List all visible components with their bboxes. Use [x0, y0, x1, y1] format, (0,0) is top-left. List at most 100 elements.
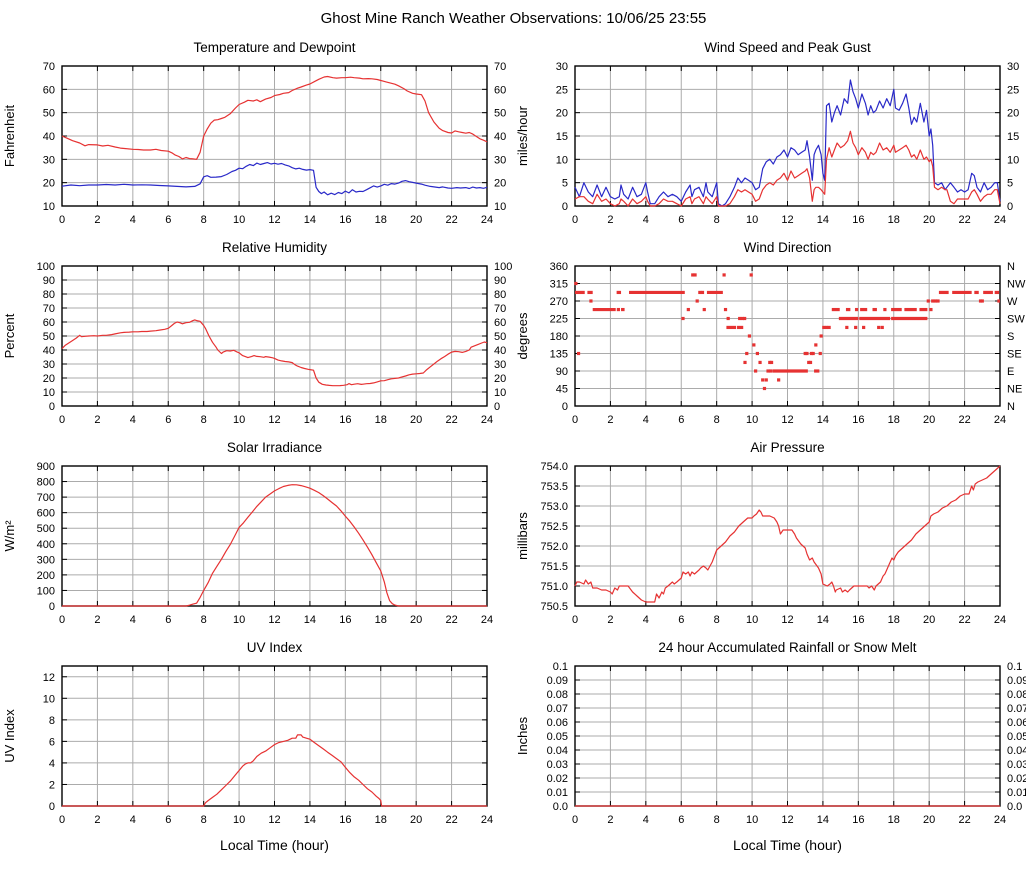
- y-tick-label-right: 5: [1007, 178, 1013, 190]
- y-tick-label-right: 10: [494, 201, 506, 213]
- x-tick-label: 24: [994, 814, 1006, 826]
- y-tick-label: 4: [49, 758, 55, 770]
- y-axis-label: Fahrenheit: [2, 105, 17, 168]
- wind-direction-dot: [764, 378, 768, 382]
- x-tick-label: 16: [339, 614, 351, 626]
- x-tick-label: 12: [268, 214, 280, 226]
- wind-direction-dot: [822, 325, 826, 330]
- x-tick-label: 18: [375, 614, 387, 626]
- x-tick-label: 14: [817, 814, 829, 826]
- y-tick-label-right: 0.07: [1007, 703, 1026, 715]
- x-tick-label: 10: [746, 814, 758, 826]
- x-tick-label: 16: [339, 414, 351, 426]
- charts-grid: Temperature and Dewpoint 0 2 4 6 8 10 12 14 16 18…: [0, 36, 1027, 860]
- y-tick-label-right: N: [1007, 401, 1015, 413]
- y-tick-label-right: 0.05: [1007, 731, 1026, 743]
- wind-direction-dot: [722, 273, 726, 277]
- y-tick-label-right: SW: [1007, 314, 1025, 326]
- x-tick-label: 20: [923, 414, 935, 426]
- y-tick-label: 12: [43, 672, 55, 684]
- x-tick-label: 8: [201, 814, 207, 826]
- wind-direction-dot: [574, 281, 578, 286]
- chart-title-air-pressure: Air Pressure: [750, 440, 825, 455]
- wind-direction-dot: [749, 273, 753, 277]
- x-tick-label: 6: [678, 814, 684, 826]
- x-tick-label: 4: [130, 214, 136, 226]
- x-tick-label: 12: [781, 414, 793, 426]
- y-tick-label: 90: [556, 366, 568, 378]
- y-tick-label: 50: [43, 331, 55, 343]
- y-tick-label-right: 0: [1007, 201, 1013, 213]
- wind-direction-dot: [811, 351, 815, 356]
- x-tick-label: 0: [59, 614, 65, 626]
- y-tick-label: 0.07: [547, 703, 568, 715]
- wind-direction-dot: [743, 316, 747, 321]
- wind-direction-dot: [755, 351, 759, 356]
- wind-direction-dot: [768, 360, 772, 365]
- x-tick-label: 2: [94, 414, 100, 426]
- chart-panel-uv-index: UV Index 0 2 4 6 8 10 12 14 16 18 20 22 24 0 2 4 6 8 10 12 U…: [0, 636, 513, 860]
- wind-direction-dot: [777, 378, 781, 382]
- x-tick-label: 4: [643, 614, 649, 626]
- x-tick-label: 8: [201, 214, 207, 226]
- wind-direction-dot: [752, 343, 756, 347]
- chart-title-wind-direction: Wind Direction: [743, 240, 832, 255]
- series-line-air-pressure: [574, 465, 1001, 603]
- x-tick-label: 24: [994, 614, 1006, 626]
- x-tick-label: 20: [410, 814, 422, 826]
- x-tick-label: 2: [94, 614, 100, 626]
- air-pressure-plot: 0 2 4 6 8 10 12 14 16 18 20 22 24750.5751.0751.5752.…: [515, 461, 1006, 626]
- y-tick-label-right: 30: [494, 359, 506, 371]
- wind-direction-dot: [814, 343, 818, 347]
- x-tick-label: 8: [714, 814, 720, 826]
- wind-direction-dot: [818, 351, 822, 356]
- y-tick-label: 45: [556, 384, 568, 396]
- x-tick-label: 8: [714, 214, 720, 226]
- x-tick-label: 24: [481, 814, 493, 826]
- wind-direction-dot: [758, 360, 762, 365]
- x-tick-label: 22: [445, 814, 457, 826]
- y-tick-label: 0: [562, 201, 568, 213]
- chart-panel-air-pressure: Air Pressure 0 2 4 6 8 10 12 14 16 18 20 22 24 750.5 7…: [513, 436, 1026, 636]
- y-tick-label: 30: [43, 154, 55, 166]
- x-tick-label: 2: [94, 214, 100, 226]
- wind-direction-dot: [769, 360, 774, 365]
- y-tick-label: 0.0: [553, 801, 568, 813]
- y-tick-label: 0.04: [547, 745, 568, 757]
- x-tick-label: 2: [607, 214, 613, 226]
- x-tick-label: 18: [888, 214, 900, 226]
- y-tick-label: 80: [43, 289, 55, 301]
- chart-panel-rainfall: 24 hour Accumulated Rainfall or Snow Mel…: [513, 636, 1026, 860]
- y-tick-label-right: 0.03: [1007, 759, 1026, 771]
- x-tick-label: 14: [304, 814, 316, 826]
- wind-direction-dot: [695, 299, 699, 303]
- y-tick-label: 0.06: [547, 717, 568, 729]
- y-tick-label: 0: [49, 401, 55, 413]
- y-tick-label: 300: [37, 554, 55, 566]
- wind-direction-dot: [700, 290, 705, 295]
- y-tick-label: 15: [556, 131, 568, 143]
- x-tick-label: 22: [445, 614, 457, 626]
- y-axis-label: millibars: [515, 512, 530, 560]
- x-tick-label: 20: [923, 814, 935, 826]
- wind-direction-dot: [747, 334, 752, 338]
- wind-direction-dot: [808, 360, 813, 365]
- y-tick-label: 70: [43, 61, 55, 73]
- x-tick-label: 22: [958, 614, 970, 626]
- series-line-dewpoint: [61, 162, 488, 196]
- y-tick-label: 30: [43, 359, 55, 371]
- x-tick-label: 20: [923, 614, 935, 626]
- x-tick-label: 0: [572, 614, 578, 626]
- y-tick-label: 754.0: [540, 461, 568, 473]
- y-tick-label: 600: [37, 508, 55, 520]
- y-tick-label: 10: [43, 201, 55, 213]
- series-line-solar-irradiance: [62, 484, 487, 607]
- y-tick-label-right: 20: [494, 178, 506, 190]
- y-tick-label: 315: [550, 279, 568, 291]
- x-tick-label: 14: [817, 414, 829, 426]
- x-tick-label: 20: [410, 214, 422, 226]
- y-tick-label: 0.01: [547, 787, 568, 799]
